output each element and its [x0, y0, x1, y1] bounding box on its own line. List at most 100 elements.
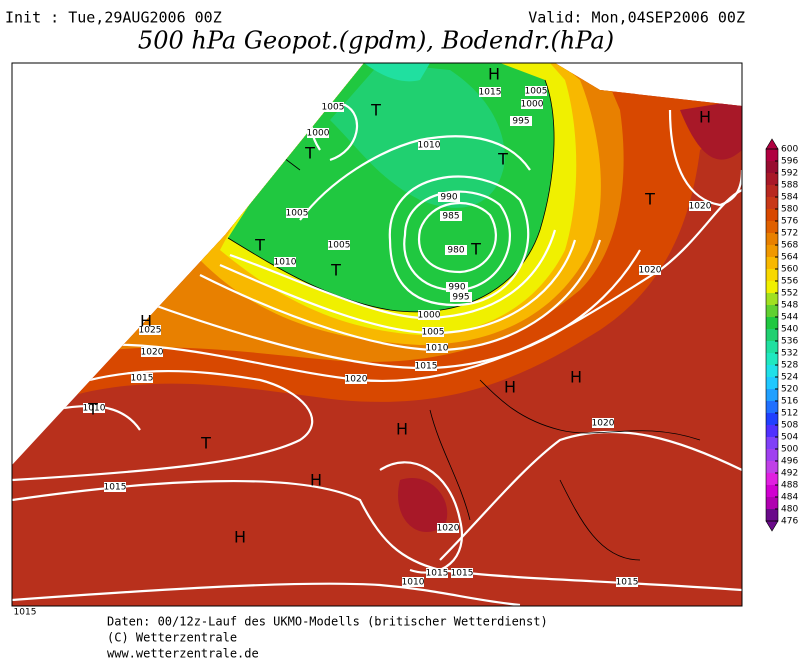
colorbar-band: [766, 449, 778, 461]
isobar-label-bg: [131, 373, 153, 383]
pressure-center: T: [87, 400, 98, 419]
isobar-label-bg: [274, 257, 296, 267]
isobar-label-bg: [438, 192, 460, 202]
pressure-center: H: [234, 528, 246, 547]
colorbar-label: 584: [781, 193, 798, 203]
isobar-label: 985: [442, 212, 459, 222]
isobar-label: 1015: [415, 362, 438, 372]
isobar-label-bg: [415, 361, 437, 371]
isobar-label-bg: [445, 245, 467, 255]
colorbar-band: [766, 353, 778, 365]
isobar-label-bg: [510, 116, 532, 126]
colorbar: 476 480 484 488 492 496 500 504 508 512 516 520 524 5…: [765, 138, 798, 532]
colorbar-label: 560: [781, 265, 798, 275]
isobar-label-bg: [689, 201, 711, 211]
colorbar-band: [766, 377, 778, 389]
isobar-label-bg: [479, 87, 501, 97]
isobar-label-bg: [440, 211, 462, 221]
isobar-label: 1010: [426, 344, 449, 354]
colorbar-label: 484: [781, 493, 798, 503]
colorbar-label: 520: [781, 385, 798, 395]
colorbar-band: [766, 185, 778, 197]
pressure-center: T: [254, 236, 265, 255]
isobar-label: 1005: [422, 328, 445, 338]
isobar-label-bg: [139, 325, 161, 335]
isobar-label: 1020: [689, 202, 712, 212]
pressure-center: T: [330, 261, 341, 280]
colorbar-band: [766, 365, 778, 377]
isobar-label-bg: [426, 343, 448, 353]
init-time: Init : Tue,29AUG2006 00Z: [5, 9, 222, 27]
isobar-label: 1020: [345, 375, 368, 385]
colorbar-label: 564: [781, 253, 798, 263]
colorbar-band: [766, 149, 778, 161]
isobar-label-bg: [328, 240, 350, 250]
colorbar-band: [766, 329, 778, 341]
pressure-center: H: [396, 420, 408, 439]
isobar-label: 1005: [525, 87, 548, 97]
isobar-label: 1000: [418, 311, 441, 321]
colorbar-label: 512: [781, 409, 798, 419]
valid-time: Valid: Mon,04SEP2006 00Z: [528, 9, 745, 27]
colorbar-band: [766, 221, 778, 233]
footer-url: www.wetterzentrale.de: [107, 647, 259, 661]
isobar-label: 1015: [104, 483, 127, 493]
colorbar-band: [766, 509, 778, 521]
isobar-label-bg: [322, 102, 344, 112]
colorbar-band: [766, 233, 778, 245]
colorbar-label: 592: [781, 169, 798, 179]
pressure-center: H: [570, 368, 582, 387]
isobar-label-bg: [616, 577, 638, 587]
pressure-center: T: [644, 190, 655, 209]
colorbar-label: 528: [781, 361, 798, 371]
colorbar-band: [766, 485, 778, 497]
colorbar-band: [766, 413, 778, 425]
pressure-center: H: [699, 108, 711, 127]
isobar-label-bg: [104, 482, 126, 492]
colorbar-frame: [765, 148, 779, 522]
isobar-label: 1015: [479, 88, 502, 98]
isobar-label-bg: [450, 292, 472, 302]
colorbar-band: [766, 437, 778, 449]
colorbar-band: [766, 341, 778, 353]
colorbar-label: 500: [781, 445, 798, 455]
isobar-label: 980: [447, 246, 464, 256]
pressure-center: H: [504, 378, 516, 397]
colorbar-band: [766, 401, 778, 413]
isobar-label-bg: [141, 347, 163, 357]
isobar-label-bg: [451, 568, 473, 578]
isobar-label: 1020: [141, 348, 164, 358]
isobar-label-bg: [345, 374, 367, 384]
isobar-label: 990: [448, 283, 465, 293]
isobar-label: 1000: [521, 100, 544, 110]
colorbar-band: [766, 197, 778, 209]
colorbar-label: 568: [781, 241, 798, 251]
colorbar-label: 540: [781, 325, 798, 335]
isobar-label: 990: [440, 193, 457, 203]
colorbar-label: 532: [781, 349, 798, 359]
colorbar-label: 504: [781, 433, 798, 443]
colorbar-band: [766, 473, 778, 485]
colorbar-label: 488: [781, 481, 798, 491]
isobar-label: 1015: [451, 569, 474, 579]
isobar-label: 1005: [286, 209, 309, 219]
isobar-label: 1015: [131, 374, 154, 384]
pressure-center: H: [140, 312, 152, 331]
colorbar-label: 492: [781, 469, 798, 479]
pressure-center: H: [488, 65, 500, 84]
isobar-label-bg: [525, 86, 547, 96]
isobar-label-bg: [422, 327, 444, 337]
colorbar-band: [766, 281, 778, 293]
colorbar-label: 524: [781, 373, 798, 383]
colorbar-label: 480: [781, 505, 798, 515]
colorbar-label: 600: [781, 145, 798, 155]
colorbar-label: 572: [781, 229, 798, 239]
colorbar-label: 496: [781, 457, 798, 467]
isobar-label: 1010: [83, 404, 106, 414]
colorbar-band: [766, 161, 778, 173]
colorbar-band: [766, 245, 778, 257]
colorbar-band: [766, 497, 778, 509]
colorbar-band: [766, 209, 778, 221]
colorbar-band: [766, 269, 778, 281]
